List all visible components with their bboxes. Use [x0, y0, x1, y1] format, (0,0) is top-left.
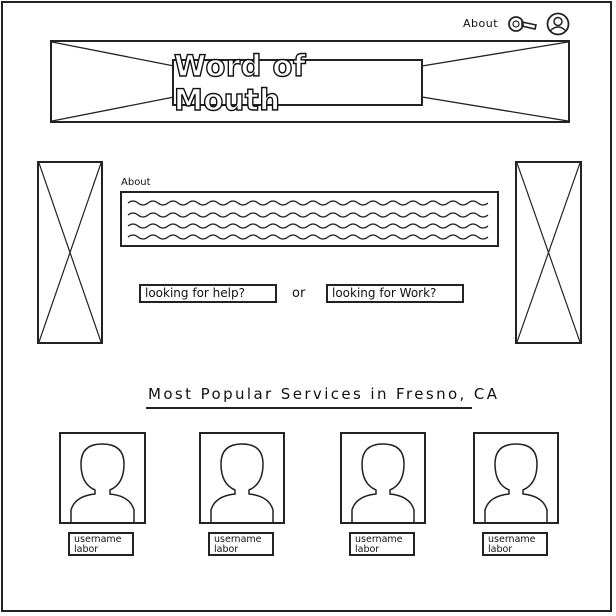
provider-avatar[interactable] [473, 432, 559, 524]
search-icon[interactable] [506, 13, 538, 35]
section-title: Most Popular Services in Fresno, CA [148, 385, 500, 403]
provider-label[interactable]: username labor [349, 532, 415, 556]
about-text-block [120, 191, 499, 247]
labor-text: labor [488, 544, 513, 555]
labor-text: labor [74, 544, 99, 555]
title-underline [146, 407, 472, 409]
labor-text: labor [355, 544, 380, 555]
username-text: username [214, 534, 262, 545]
left-image-placeholder [37, 161, 103, 344]
provider-avatar[interactable] [199, 432, 285, 524]
provider-avatar[interactable] [59, 432, 146, 524]
nav-about-link[interactable]: About [463, 17, 499, 30]
logo-text: Word of Mouth [173, 48, 307, 117]
username-text: username [488, 534, 536, 545]
looking-for-work-button[interactable]: looking for Work? [326, 284, 464, 303]
labor-text: labor [214, 544, 239, 555]
user-profile-icon[interactable] [545, 12, 571, 36]
provider-avatar[interactable] [340, 432, 426, 524]
or-text: or [292, 286, 306, 301]
provider-label[interactable]: username labor [482, 532, 548, 556]
site-logo[interactable]: Word of Mouth [172, 48, 423, 117]
provider-label[interactable]: username labor [68, 532, 134, 556]
username-text: username [355, 534, 403, 545]
looking-for-help-button[interactable]: looking for help? [139, 284, 277, 303]
username-text: username [74, 534, 122, 545]
right-image-placeholder [515, 161, 582, 344]
about-label: About [121, 177, 151, 188]
provider-label[interactable]: username labor [208, 532, 274, 556]
